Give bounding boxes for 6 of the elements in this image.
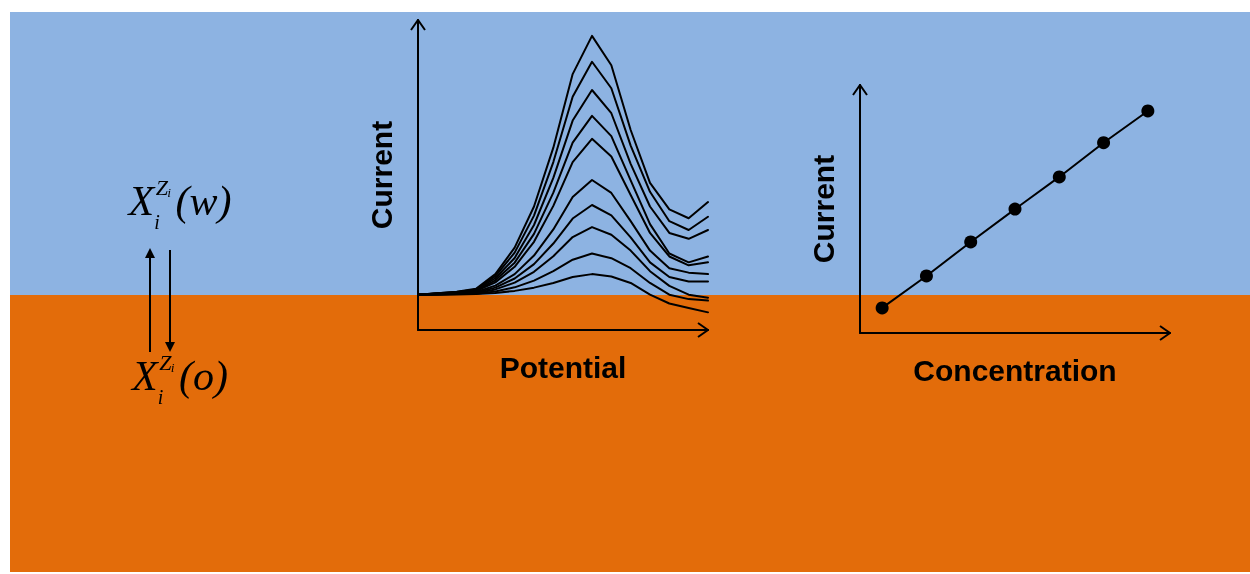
x-axis-title: Potential xyxy=(499,350,627,384)
y-axis-title: Current xyxy=(806,154,840,264)
x-axis-title: Concentration xyxy=(913,353,1117,387)
y-axis-title: Current xyxy=(364,120,398,230)
text: X$_{i}$$^{Zᵢ}$(o) xyxy=(129,350,229,409)
text: X$_{i}$$^{Zᵢ}$(w) xyxy=(126,175,233,234)
